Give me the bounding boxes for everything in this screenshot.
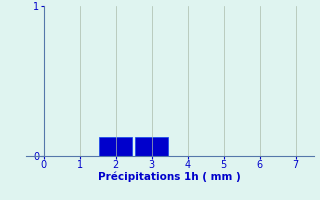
Bar — [135, 137, 168, 156]
Bar — [100, 137, 132, 156]
X-axis label: Précipitations 1h ( mm ): Précipitations 1h ( mm ) — [98, 172, 241, 182]
